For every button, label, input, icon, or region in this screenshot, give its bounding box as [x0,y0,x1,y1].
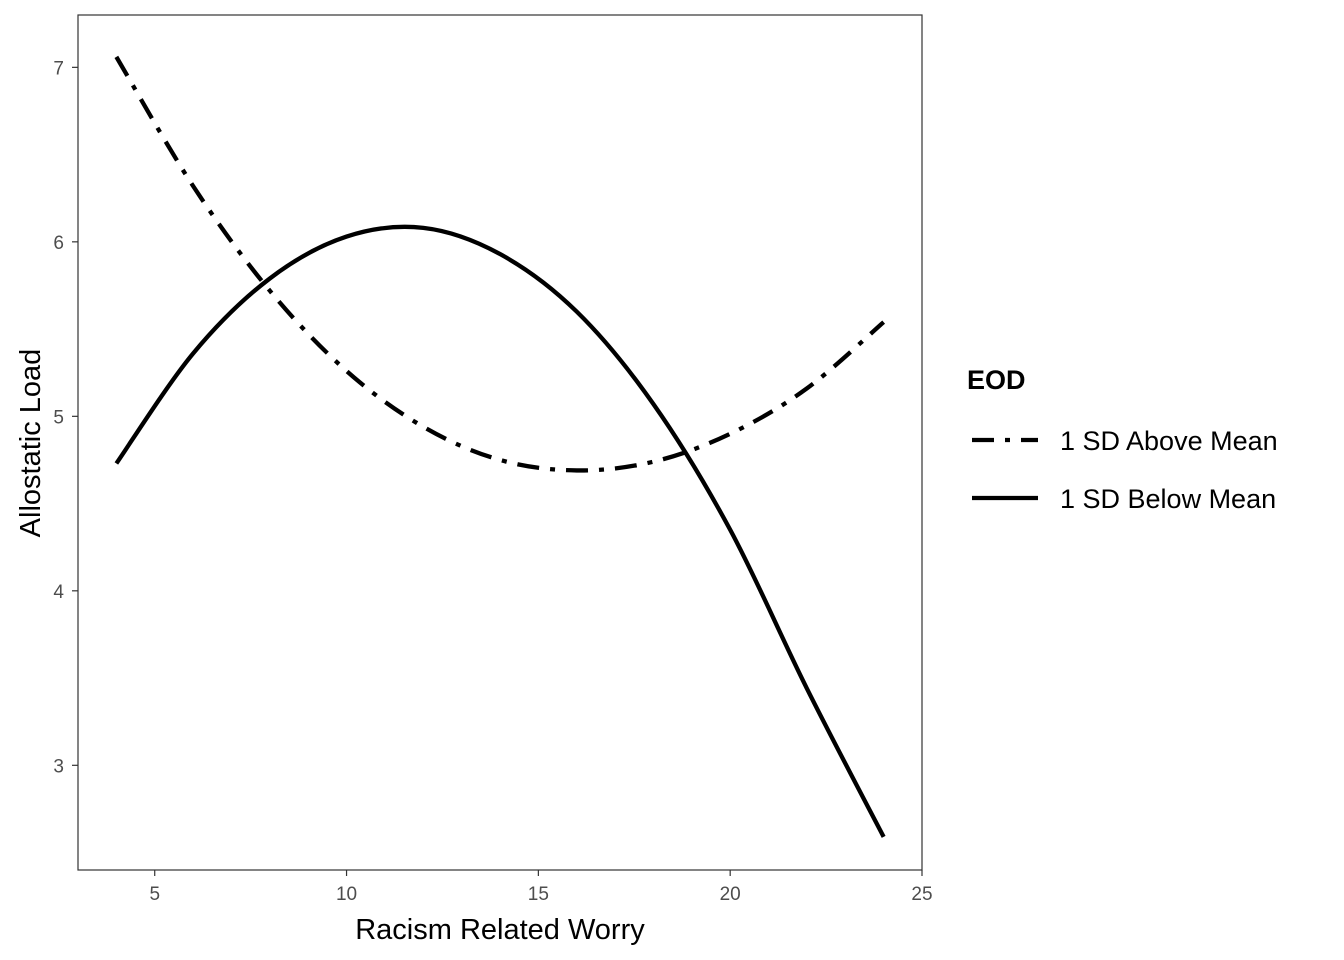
y-tick-label: 3 [53,756,64,777]
x-tick-label: 20 [720,884,741,905]
y-tick-label: 5 [53,407,64,428]
x-tick-label: 15 [528,884,549,905]
legend: EOD 1 SD Above Mean 1 SD Below Mean [967,365,1278,514]
panel-border [77,14,923,871]
series-line-1 [114,55,886,473]
x-tick-label: 10 [336,884,357,905]
series-line-2 [114,224,886,838]
y-tick-label: 4 [53,582,64,603]
y-axis: 3 4 5 6 7 [53,58,78,777]
y-axis-title: Allostatic Load [15,349,47,538]
x-axis-title: Racism Related Worry [355,914,645,946]
plot-area [77,14,923,871]
x-tick-label: 25 [911,884,932,905]
x-axis: 5 10 15 20 25 [149,870,933,905]
x-tick-label: 5 [149,884,160,905]
legend-title: EOD [967,365,1026,395]
y-tick-label: 7 [53,58,64,79]
legend-label-1: 1 SD Above Mean [1060,426,1278,456]
y-tick-label: 6 [53,233,64,254]
legend-label-2: 1 SD Below Mean [1060,484,1276,514]
